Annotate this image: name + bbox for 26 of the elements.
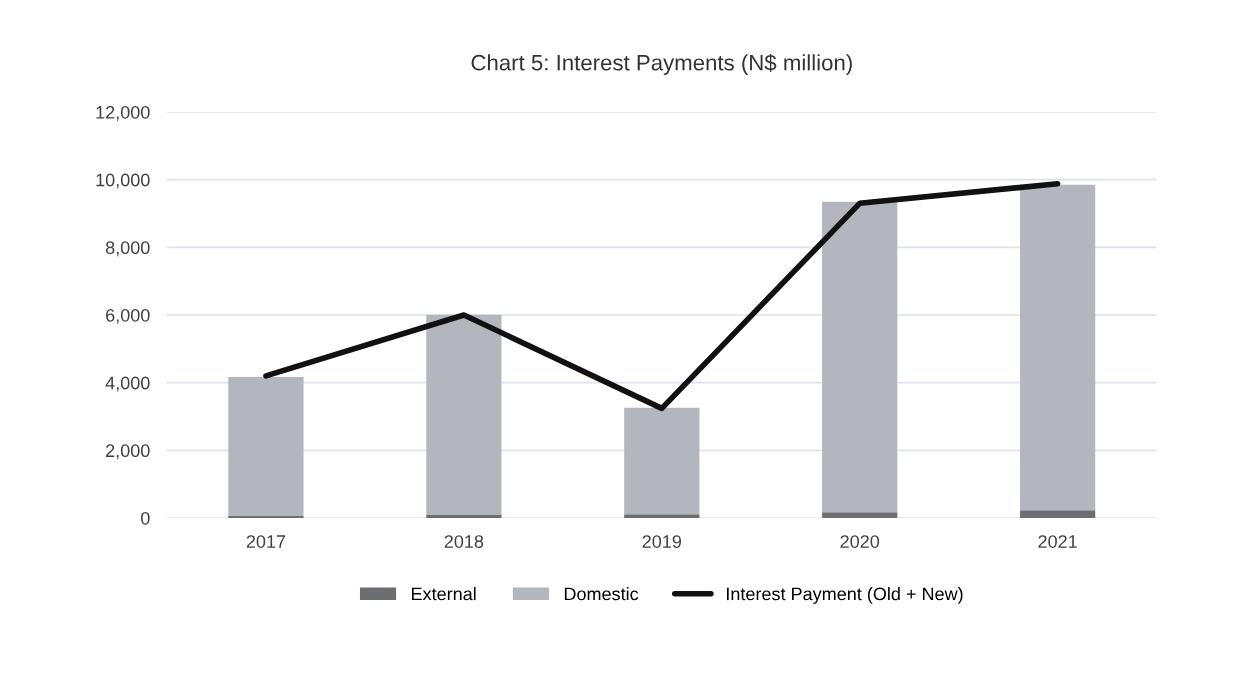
bar	[228, 515, 304, 518]
bar	[822, 512, 898, 518]
legend-label: Interest Payment (Old + New)	[726, 587, 963, 604]
bar	[426, 314, 502, 515]
x-tick-label: 2017	[246, 535, 286, 548]
bar	[1020, 510, 1096, 518]
y-tick-label: 8,000	[105, 241, 150, 257]
y-tick-label: 10,000	[96, 173, 150, 189]
bar	[624, 514, 700, 518]
bar	[1020, 184, 1096, 511]
y-tick-label: 4,000	[105, 376, 150, 392]
y-tick-label: 0	[140, 511, 150, 525]
bar	[228, 376, 304, 516]
bar	[822, 201, 898, 513]
y-tick-label: 6,000	[106, 308, 150, 324]
bar	[624, 407, 700, 515]
bar	[426, 514, 502, 518]
x-tick-label: 2021	[1038, 535, 1077, 548]
x-tick-label: 2019	[642, 535, 682, 548]
legend-label: External	[411, 587, 476, 601]
x-tick-label: 2018	[444, 535, 484, 548]
y-tick-label: 12,000	[96, 105, 150, 121]
legend-label: Domestic	[564, 587, 639, 601]
x-tick-label: 2020	[840, 535, 880, 548]
y-tick-label: 2,000	[106, 444, 150, 460]
chart-title: Chart 5: Interest Payments (N$ million)	[471, 53, 852, 75]
